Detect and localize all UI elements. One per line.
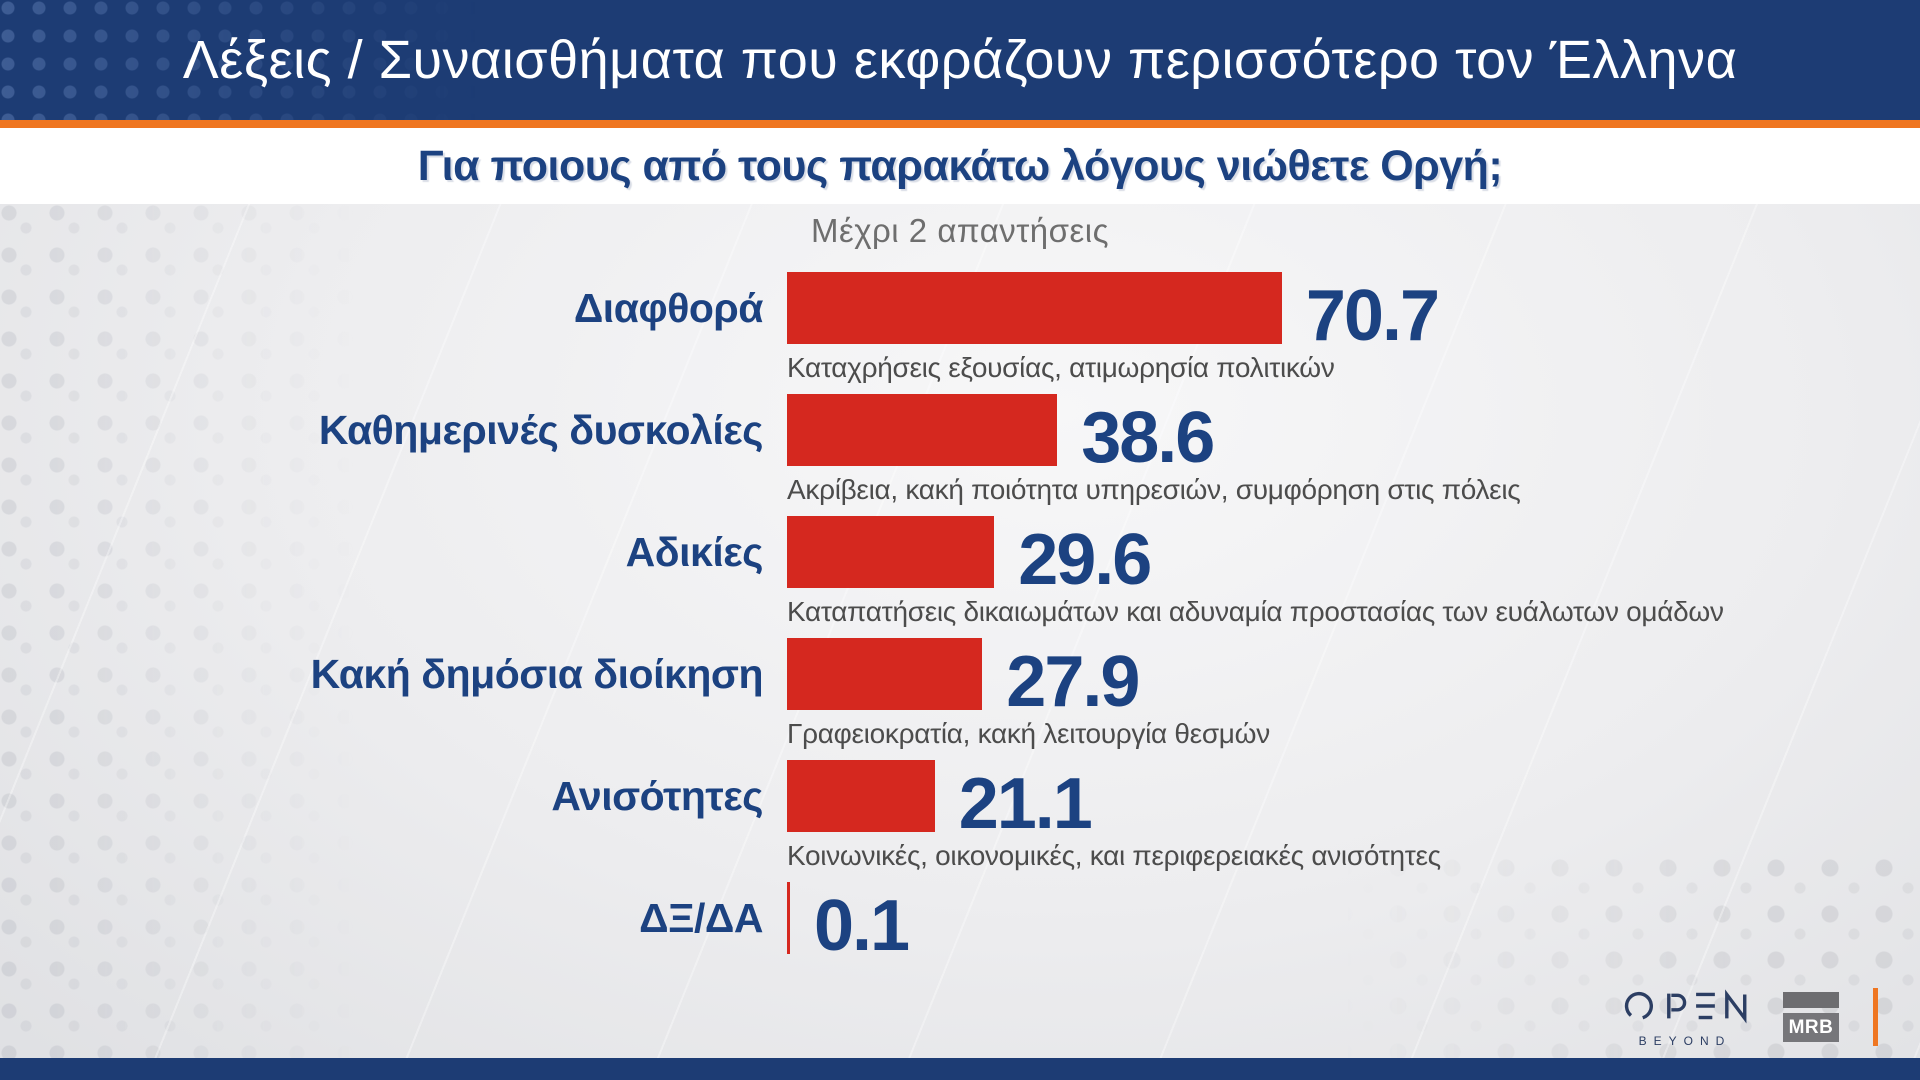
chart-row: Καθημερινές δυσκολίες 38.6 Ακρίβεια, κακή … <box>0 394 1920 516</box>
question-band: Για ποιους από τους παρακάτω λόγους νιώθ… <box>0 128 1920 204</box>
chart-row: ΔΞ/ΔΑ 0.1 <box>0 882 1920 1004</box>
bar <box>787 760 935 832</box>
open-logo: BEYOND <box>1621 986 1749 1048</box>
bar-description: Ακρίβεια, κακή ποιότητα υπηρεσιών, συμφό… <box>787 474 1521 505</box>
bar-value: 38.6 <box>1081 398 1215 478</box>
bar <box>787 638 983 710</box>
bar <box>787 882 790 954</box>
bar-description: Καταπατήσεις δικαιωμάτων και αδυναμία πρ… <box>787 596 1724 627</box>
bar-value: 0.1 <box>814 886 910 966</box>
orange-divider <box>0 120 1920 128</box>
bar-description: Γραφειοκρατία, κακή λειτουργία θεσμών <box>787 718 1270 749</box>
bar-value: 29.6 <box>1018 520 1152 600</box>
bar-label: Ανισότητες <box>551 772 763 819</box>
mrb-logo-label: MRB <box>1783 1013 1839 1042</box>
bar-description: Κοινωνικές, οικονομικές, και περιφερειακ… <box>787 840 1441 871</box>
bar-label: Αδικίες <box>625 528 764 575</box>
open-logo-sublabel: BEYOND <box>1638 1034 1732 1048</box>
mrb-logo: MRB <box>1783 992 1839 1042</box>
bar-label: Κακή δημόσια διοίκηση <box>310 650 764 697</box>
branding-block: BEYOND MRB <box>1621 986 1878 1048</box>
bar <box>787 516 995 588</box>
bar-chart: Διαφθορά 70.7 Καταχρήσεις εξουσίας, ατιμωρ… <box>0 272 1920 1004</box>
answers-note: Μέχρι 2 απαντήσεις <box>811 212 1109 249</box>
chart-row: Ανισότητες 21.1 Κοινωνικές, οικονομικές, κ… <box>0 760 1920 882</box>
orange-accent-line <box>1873 988 1878 1046</box>
bar-description: Καταχρήσεις εξουσίας, ατιμωρησία πολιτικ… <box>787 352 1335 383</box>
page-title: Λέξεις / Συναισθήματα που εκφράζουν περι… <box>182 30 1738 90</box>
bar-label: Διαφθορά <box>573 284 764 331</box>
bar-label: ΔΞ/ΔΑ <box>639 894 763 941</box>
bar-value: 21.1 <box>958 764 1093 844</box>
question-title: Για ποιους από τους παρακάτω λόγους νιώθ… <box>417 141 1503 190</box>
bar-label: Καθημερινές δυσκολίες <box>318 406 764 453</box>
mrb-logo-bar <box>1783 992 1839 1008</box>
chart-row: Διαφθορά 70.7 Καταχρήσεις εξουσίας, ατιμωρ… <box>0 272 1920 394</box>
chart-row: Αδικίες 29.6 Καταπατήσεις δικαιωμάτων και … <box>0 516 1920 638</box>
bar <box>787 272 1282 344</box>
footer-band <box>0 1058 1920 1080</box>
bar-value: 27.9 <box>1006 642 1140 722</box>
bar <box>787 394 1058 466</box>
bar-value: 70.7 <box>1305 276 1440 356</box>
chart-row: Κακή δημόσια διοίκηση 27.9 Γραφειοκρατία, … <box>0 638 1920 760</box>
header-band: Λέξεις / Συναισθήματα που εκφράζουν περι… <box>0 0 1920 120</box>
open-logo-icon <box>1624 989 1747 1024</box>
